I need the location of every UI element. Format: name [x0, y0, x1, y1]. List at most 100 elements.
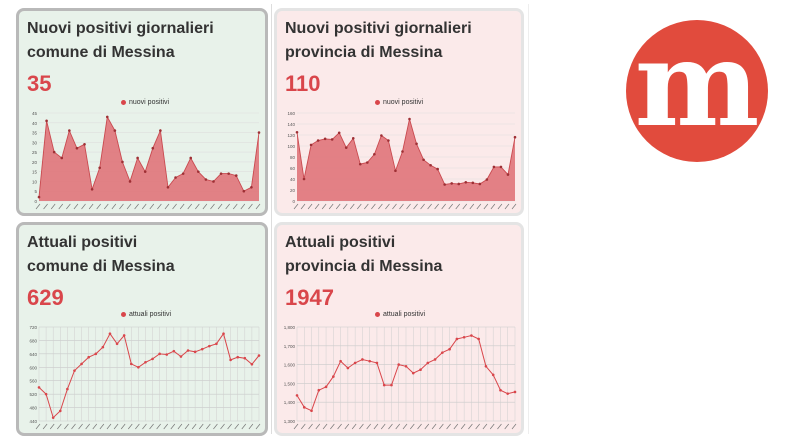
data-point [234, 174, 238, 177]
x-tick-mark [255, 423, 261, 430]
data-point [382, 383, 386, 387]
data-point [506, 392, 510, 395]
x-tick-mark [409, 423, 415, 430]
data-point [105, 115, 109, 119]
x-tick-mark [104, 203, 109, 210]
data-point [492, 165, 496, 169]
data-point [457, 182, 461, 186]
data-point [433, 358, 437, 361]
data-point [129, 362, 133, 366]
x-tick-mark [92, 423, 98, 430]
x-tick-mark [406, 203, 411, 210]
x-tick-mark [126, 203, 132, 210]
y-tick-label: 30 [32, 140, 38, 145]
x-tick-mark [119, 203, 124, 210]
data-point [193, 350, 197, 354]
data-point [181, 172, 185, 175]
x-tick-mark [371, 203, 376, 210]
data-point [222, 332, 225, 336]
chart-current-positives-province: 1,300 1,400 1,500 1,600 1,700 1,800 [284, 325, 517, 430]
x-tick-mark [359, 423, 364, 430]
y-tick-label: 720 [29, 325, 37, 330]
panel-new-positives-city[interactable]: Nuovi positivi giornalieri comune di Mes… [16, 8, 268, 216]
x-tick-mark [300, 423, 306, 430]
data-point [243, 356, 247, 360]
data-point [66, 387, 69, 391]
chart-new-positives-province: 0 20 40 60 80 100 120 140 160 [287, 111, 517, 210]
data-point [358, 162, 362, 166]
chart-grid: 440 480 520 560 600 640 680 720 [29, 325, 260, 424]
panel-title-line1: Nuovi positivi giornalieri [27, 20, 214, 37]
x-tick-mark [255, 203, 261, 210]
chart-legend: nuovi positivi [375, 99, 423, 106]
x-tick-mark [373, 423, 379, 430]
x-tick-mark [35, 423, 41, 430]
x-tick-mark [395, 423, 401, 430]
x-tick-mark [399, 203, 404, 210]
data-point [44, 392, 48, 396]
data-point [464, 181, 468, 184]
x-tick-mark [232, 203, 238, 210]
panel-value: 35 [27, 71, 52, 96]
data-point [215, 342, 218, 346]
y-tick-label: 5 [34, 189, 37, 194]
x-tick-mark [64, 423, 69, 430]
data-point [429, 163, 432, 167]
x-tick-mark [88, 203, 94, 210]
x-tick-mark [127, 423, 133, 430]
data-point [404, 365, 408, 368]
data-point [394, 169, 397, 173]
data-point [419, 368, 422, 372]
x-tick-mark [497, 203, 503, 210]
x-tick-mark [460, 423, 466, 430]
panel-title-line1: Attuali positivi [285, 234, 396, 251]
x-tick-mark [164, 203, 170, 210]
x-tick-mark [293, 203, 299, 210]
x-tick-mark [314, 203, 320, 210]
data-point [250, 362, 254, 366]
data-point [37, 195, 41, 199]
x-tick-mark [413, 203, 418, 210]
x-tick-mark [490, 203, 496, 210]
x-tick-mark [156, 423, 161, 430]
data-point [242, 189, 246, 193]
x-tick-mark [448, 203, 453, 210]
data-point [499, 165, 503, 169]
y-tick-label: 60 [290, 166, 296, 171]
data-point [37, 386, 41, 389]
x-axis [293, 423, 517, 430]
x-axis [35, 203, 261, 210]
y-tick-label: 25 [32, 150, 38, 155]
x-tick-mark [497, 423, 502, 430]
data-point [101, 345, 105, 349]
x-tick-mark [434, 203, 439, 210]
chart-grid: 1,300 1,400 1,500 1,600 1,700 1,800 [284, 325, 516, 424]
legend-label: attuali positivi [383, 311, 426, 318]
data-point [143, 170, 147, 173]
x-tick-mark [378, 203, 383, 210]
x-tick-mark [441, 203, 446, 210]
panel-current-positives-city[interactable]: Attuali positivi comune di Messina 629 a… [16, 222, 268, 436]
panel-title-line2: provincia di Messina [285, 44, 443, 61]
x-tick-mark [57, 423, 62, 430]
data-point [366, 161, 369, 164]
data-point [68, 129, 71, 132]
data-point [332, 375, 335, 378]
x-tick-mark [504, 203, 510, 210]
x-tick-mark [99, 423, 105, 430]
data-point [98, 166, 101, 170]
y-tick-label: 40 [32, 121, 38, 126]
y-tick-label: 1,300 [284, 419, 296, 424]
x-tick-mark [206, 423, 211, 430]
y-tick-label: 45 [32, 111, 38, 116]
x-tick-mark [344, 423, 350, 430]
panel-current-positives-province[interactable]: Attuali positivi provincia di Messina 19… [274, 222, 524, 436]
panel-title: Attuali positivi comune di Messina [27, 231, 175, 279]
panel-new-positives-province[interactable]: Nuovi positivi giornalieri provincia di … [274, 8, 524, 216]
x-tick-mark [476, 203, 482, 210]
x-tick-mark [357, 203, 362, 210]
x-tick-mark [202, 203, 208, 210]
x-tick-mark [78, 423, 83, 430]
data-point [165, 353, 169, 356]
data-point [229, 358, 232, 362]
